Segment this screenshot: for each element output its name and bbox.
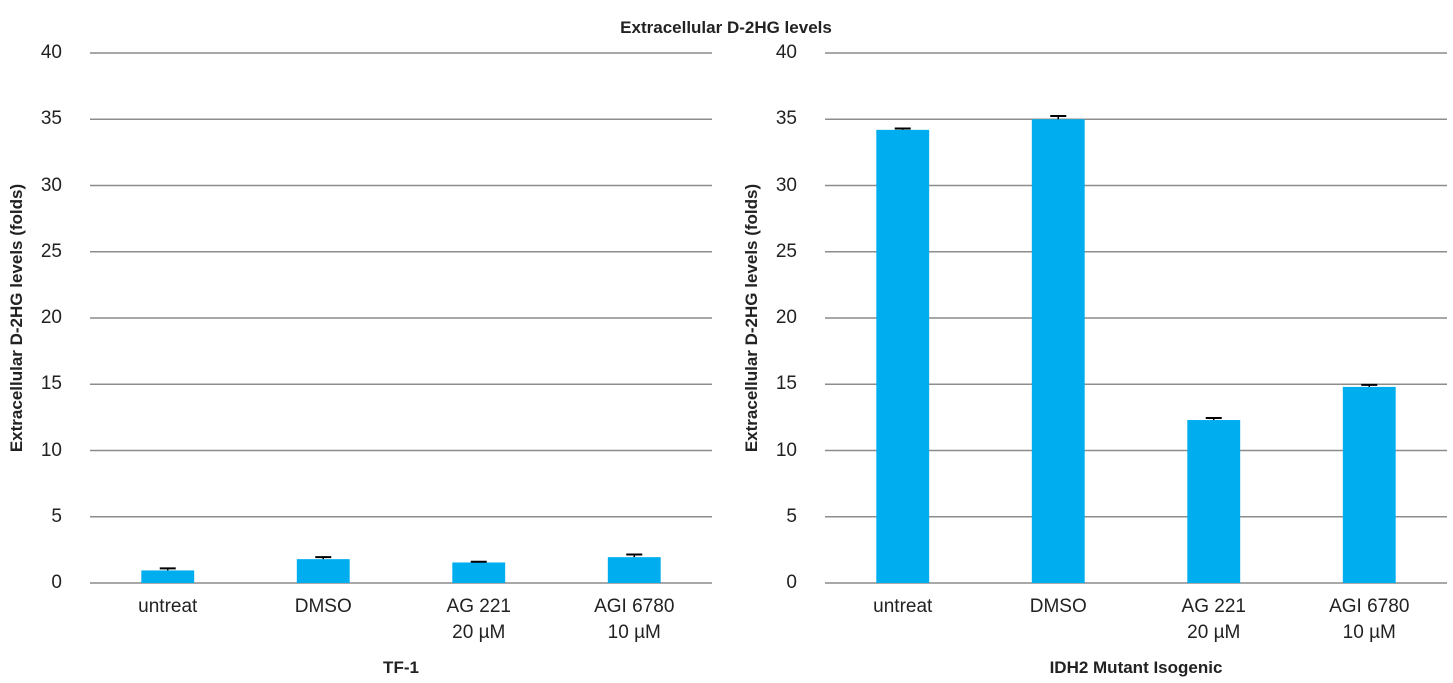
y-tick-label: 25	[775, 240, 797, 262]
bar	[1342, 386, 1396, 583]
x-tick-label: AG 221 20 µM	[1181, 596, 1246, 643]
x-axis-label: TF-1	[383, 658, 419, 677]
y-tick-label: 0	[786, 572, 797, 593]
x-tick-label: DMSO	[294, 596, 352, 617]
x-tick-label: untreat	[873, 596, 933, 617]
x-tick-label: AGI 6780 10 µM	[594, 596, 675, 643]
x-axis-label: IDH2 Mutant Isogenic	[1049, 658, 1223, 677]
bar	[607, 557, 661, 583]
x-tick-label: AGI 6780 10 µM	[1329, 596, 1410, 643]
chart-title: Extracellular D-2HG levels	[620, 18, 832, 37]
y-tick-label: 30	[40, 174, 62, 196]
bar	[1187, 420, 1241, 583]
y-tick-label: 30	[775, 174, 797, 196]
y-tick-label: 40	[40, 42, 62, 63]
bar	[296, 559, 350, 583]
y-tick-label: 35	[775, 108, 797, 130]
y-tick-label: 15	[40, 373, 62, 395]
bar	[876, 129, 930, 583]
x-tick-label: AG 221 20 µM	[446, 596, 511, 643]
x-tick-label: DMSO	[1029, 596, 1087, 617]
y-tick-label: 20	[775, 307, 797, 328]
y-tick-label: 10	[775, 439, 797, 461]
y-axis-label: Extracellular D-2HG levels (folds)	[742, 183, 761, 453]
y-tick-label: 15	[775, 373, 797, 395]
bar	[1031, 119, 1085, 583]
y-tick-label: 25	[40, 240, 62, 262]
x-tick-label: untreat	[138, 596, 198, 617]
y-tick-label: 40	[775, 42, 797, 63]
y-tick-label: 5	[51, 505, 62, 527]
y-tick-label: 0	[51, 572, 62, 593]
y-tick-label: 35	[40, 108, 62, 130]
y-tick-label: 5	[786, 505, 797, 527]
y-axis-label: Extracellular D-2HG levels (folds)	[7, 183, 26, 453]
bar	[452, 562, 506, 583]
y-tick-label: 20	[40, 307, 62, 328]
y-tick-label: 10	[40, 439, 62, 461]
bar	[141, 570, 195, 583]
